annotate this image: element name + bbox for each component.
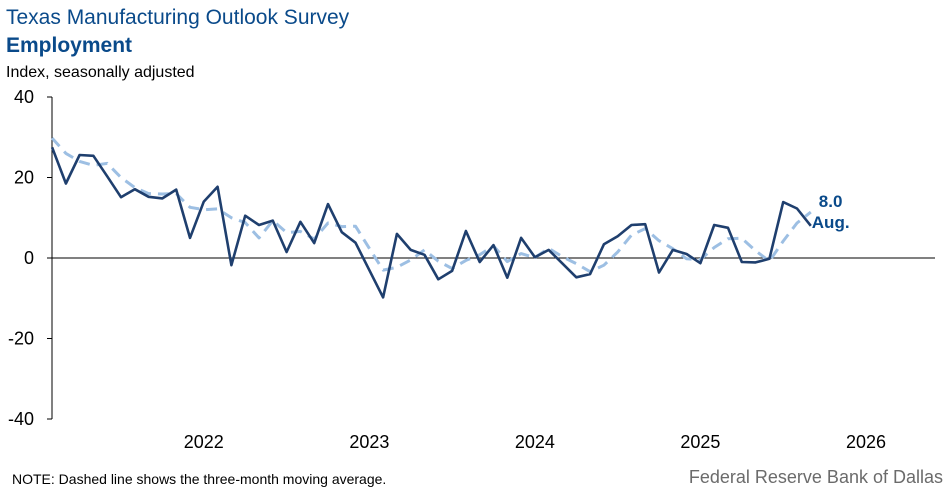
x-tick-label: 2026 [846,432,886,452]
x-tick-label: 2022 [184,432,224,452]
end-value-label: 8.0 [819,192,843,211]
y-tick-label: -40 [8,409,34,429]
source-credit: Federal Reserve Bank of Dallas [688,467,943,487]
y-axis-units: Index, seasonally adjusted [6,64,195,81]
chart-title: Texas Manufacturing Outlook Survey [6,6,350,29]
x-tick-label: 2024 [515,432,555,452]
y-tick-label: 40 [14,87,34,107]
x-tick-label: 2025 [680,432,720,452]
y-tick-label: 0 [24,248,34,268]
series-moving-average-line [50,137,812,274]
y-tick-label: 20 [14,168,34,188]
footnote: NOTE: Dashed line shows the three-month … [12,471,387,487]
chart-subtitle: Employment [6,34,133,57]
y-tick-label: -20 [8,329,34,349]
series-employment-line [50,146,812,299]
x-tick-label: 2023 [349,432,389,452]
end-month-label: Aug. [812,213,850,232]
